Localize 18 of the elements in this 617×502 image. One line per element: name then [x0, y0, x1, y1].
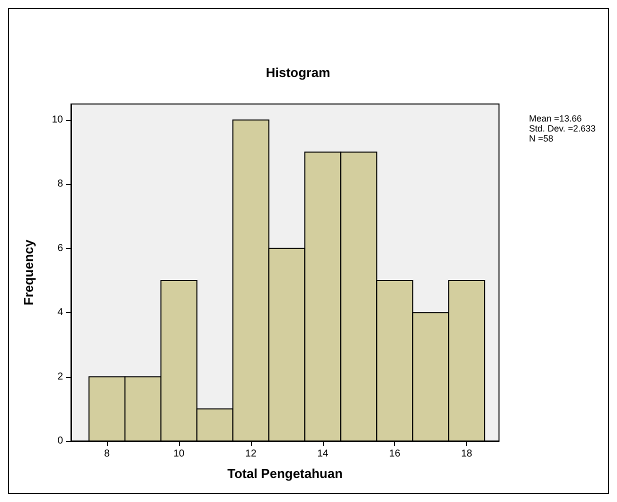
chart-title: Histogram [266, 65, 330, 80]
x-tick-label: 14 [317, 448, 329, 460]
y-tick-label: 10 [52, 114, 64, 126]
y-tick-label: 8 [57, 178, 64, 190]
x-tick-label: 10 [173, 448, 185, 460]
y-tick-label: 4 [57, 307, 64, 318]
y-axis-title: Frequency [21, 238, 36, 306]
x-axis-title: Total Pengetahuan [227, 466, 343, 481]
x-tick-label: 8 [104, 448, 110, 460]
x-tick-label: 16 [389, 448, 401, 460]
x-tick-label: 18 [461, 448, 473, 460]
text: N =58 [529, 134, 554, 144]
y-tick-label: 6 [57, 242, 64, 254]
text: Mean =13.66 [529, 114, 582, 124]
y-tick-label: 0 [57, 436, 64, 446]
text: Std. Dev. =2.633 [529, 124, 596, 134]
x-tick-label: 12 [245, 448, 257, 460]
y-tick-label: 2 [57, 371, 64, 382]
